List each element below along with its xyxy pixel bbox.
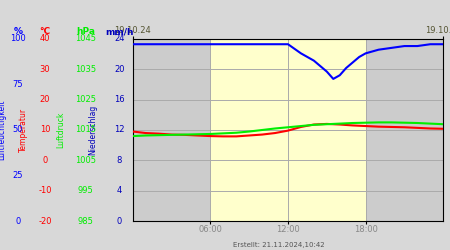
Text: 16: 16 [114, 95, 125, 104]
Text: 0: 0 [117, 217, 122, 226]
Text: %: % [14, 27, 22, 36]
Text: 30: 30 [40, 65, 50, 74]
Text: 25: 25 [13, 171, 23, 180]
Text: 50: 50 [13, 126, 23, 134]
Text: 20: 20 [114, 65, 125, 74]
Text: 1035: 1035 [75, 65, 96, 74]
Text: 1045: 1045 [75, 34, 96, 43]
Text: 8: 8 [117, 156, 122, 165]
Text: 100: 100 [10, 34, 26, 43]
Text: 1025: 1025 [75, 95, 96, 104]
Text: 0: 0 [15, 217, 21, 226]
Text: Luftfeuchtigkeit: Luftfeuchtigkeit [0, 100, 7, 160]
Text: 20: 20 [40, 95, 50, 104]
Text: Temperatur: Temperatur [19, 108, 28, 152]
Text: 12: 12 [114, 126, 125, 134]
Text: mm/h: mm/h [105, 27, 134, 36]
Text: °C: °C [40, 27, 50, 36]
Bar [210, 39, 365, 221]
Text: Erstellt: 21.11.2024,10:42: Erstellt: 21.11.2024,10:42 [233, 242, 325, 248]
Text: Niederschlag: Niederschlag [88, 105, 97, 155]
Text: 40: 40 [40, 34, 50, 43]
Text: hPa: hPa [76, 27, 95, 36]
Text: 4: 4 [117, 186, 122, 195]
Text: 1015: 1015 [75, 126, 96, 134]
Text: 985: 985 [77, 217, 94, 226]
Text: -20: -20 [38, 217, 52, 226]
Text: 1005: 1005 [75, 156, 96, 165]
Text: -10: -10 [38, 186, 52, 195]
Text: Luftdruck: Luftdruck [56, 112, 65, 148]
Text: 24: 24 [114, 34, 125, 43]
Text: 75: 75 [13, 80, 23, 89]
Text: 995: 995 [77, 186, 94, 195]
Text: 0: 0 [42, 156, 48, 165]
Text: 10: 10 [40, 126, 50, 134]
